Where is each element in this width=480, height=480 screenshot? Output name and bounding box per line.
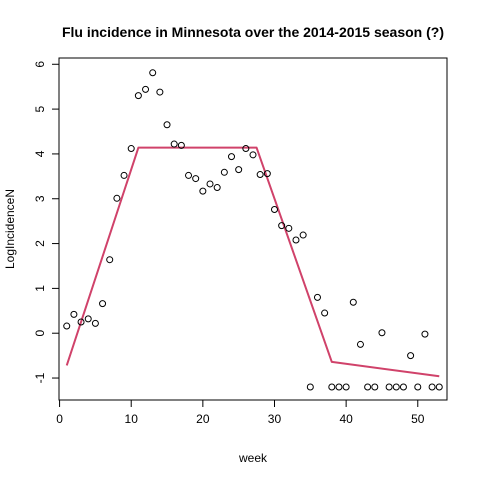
x-tick-label: 0 (56, 412, 63, 426)
x-tick-label: 40 (339, 412, 353, 426)
data-point (84, 315, 92, 323)
data-point (371, 383, 379, 391)
fit-line (65, 146, 440, 378)
data-point (228, 153, 236, 161)
data-point (428, 383, 436, 391)
data-point (321, 309, 329, 317)
data-point (206, 180, 214, 188)
data-point (63, 322, 71, 330)
data-point (335, 383, 343, 391)
x-tick-label: 50 (411, 412, 425, 426)
data-point (407, 352, 415, 360)
data-point (278, 222, 286, 230)
data-point (199, 187, 207, 195)
data-point (192, 175, 200, 183)
data-point (414, 383, 422, 391)
data-point (127, 145, 135, 153)
data-point (99, 300, 107, 308)
data-point (77, 318, 85, 326)
data-point (392, 383, 400, 391)
data-point (91, 319, 99, 327)
data-point (421, 330, 429, 338)
data-point (242, 145, 250, 153)
y-tick-label: 2 (33, 240, 47, 247)
x-axis: 0 10 20 30 40 50 (56, 399, 425, 426)
y-tick-label: 0 (33, 330, 47, 337)
data-point (299, 231, 307, 239)
data-point (120, 171, 128, 179)
data-point (177, 141, 185, 149)
fit-line-layer (65, 146, 440, 378)
data-point (385, 383, 393, 391)
data-point (435, 383, 443, 391)
x-tick-label: 30 (268, 412, 282, 426)
data-point (70, 310, 78, 318)
data-point (170, 140, 178, 148)
data-point (270, 206, 278, 214)
data-point (156, 88, 164, 96)
data-point (306, 383, 314, 391)
x-tick-label: 10 (125, 412, 139, 426)
data-point (356, 340, 364, 348)
y-tick-label: 3 (33, 195, 47, 202)
data-point (313, 293, 321, 301)
data-point (235, 166, 243, 174)
data-point (134, 92, 142, 100)
data-point (378, 329, 386, 337)
data-point (364, 383, 372, 391)
data-points-layer (63, 69, 443, 391)
data-point (399, 383, 407, 391)
data-point (249, 151, 257, 159)
data-point (256, 171, 264, 179)
data-point (113, 194, 121, 202)
data-point (220, 168, 228, 176)
data-point (328, 383, 336, 391)
x-axis-label: week (238, 451, 268, 465)
y-tick-label: -1 (33, 372, 47, 383)
data-point (213, 184, 221, 192)
data-point (106, 256, 114, 264)
data-point (342, 383, 350, 391)
chart-title: Flu incidence in Minnesota over the 2014… (62, 24, 444, 40)
y-tick-label: 6 (33, 61, 47, 68)
y-tick-label: 5 (33, 105, 47, 112)
data-point (185, 171, 193, 179)
y-axis-label: LogIncidenceN (3, 189, 17, 269)
data-point (349, 298, 357, 306)
data-point (142, 85, 150, 93)
x-tick-label: 20 (196, 412, 210, 426)
y-tick-label: 1 (33, 285, 47, 292)
y-axis: -1 0 1 2 3 4 5 6 (33, 61, 60, 383)
plot-frame (58, 57, 448, 401)
data-point (149, 69, 157, 77)
data-point (292, 236, 300, 244)
y-tick-label: 4 (33, 150, 47, 157)
data-point (285, 224, 293, 232)
data-point (163, 121, 171, 129)
data-point (263, 170, 271, 178)
